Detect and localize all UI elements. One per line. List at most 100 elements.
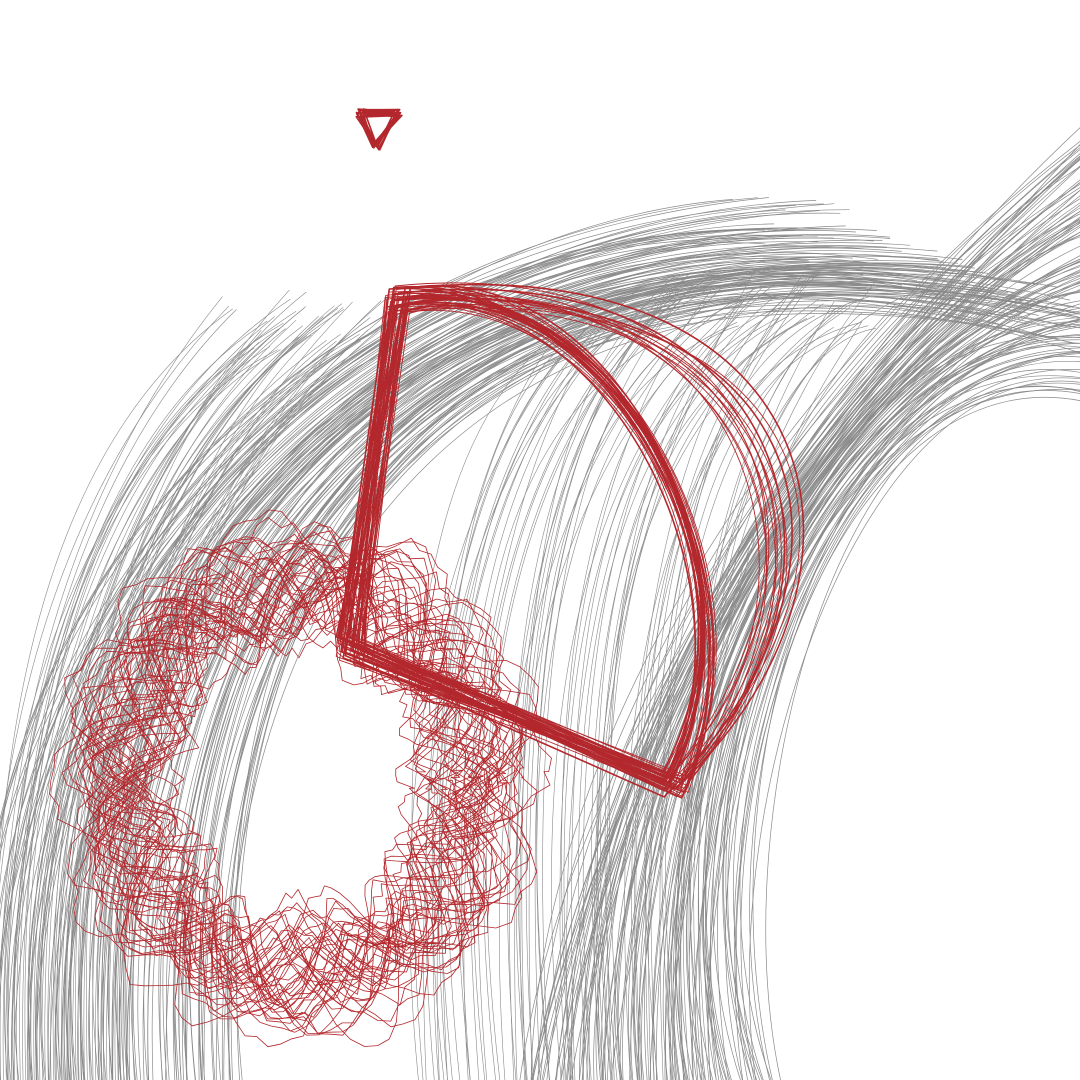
0.15 bbox=[604, 213, 1080, 1080]
0.12 bbox=[593, 288, 753, 1080]
0.12 bbox=[600, 315, 815, 1080]
0.55 bbox=[335, 298, 704, 791]
0.15 bbox=[617, 245, 1080, 1080]
0.16 bbox=[130, 280, 993, 1080]
0.22 bbox=[357, 304, 767, 784]
0.12 bbox=[0, 308, 233, 864]
0.16 bbox=[65, 259, 880, 1080]
0.12 bbox=[566, 307, 782, 1080]
0.28 bbox=[61, 533, 500, 1013]
0.16 bbox=[79, 283, 902, 1080]
0.12 bbox=[665, 326, 834, 1080]
0.12 bbox=[97, 301, 353, 1080]
0.15 bbox=[765, 385, 1080, 1080]
0.12 bbox=[596, 278, 807, 1080]
0.16 bbox=[35, 245, 864, 1080]
0.15 bbox=[686, 313, 1080, 1080]
0.12 bbox=[11, 328, 280, 1080]
0.12 bbox=[27, 306, 307, 1080]
0.12 bbox=[2, 309, 237, 1080]
0.15 bbox=[616, 231, 1080, 1080]
0.12 bbox=[534, 295, 757, 1080]
0.16 bbox=[60, 228, 877, 1080]
0.12 bbox=[24, 316, 275, 1080]
0.12 bbox=[122, 311, 391, 1080]
0.28 bbox=[94, 531, 512, 1024]
0.55 bbox=[363, 301, 711, 799]
0.12 bbox=[591, 317, 808, 1080]
0.28 bbox=[96, 591, 500, 989]
0.16 bbox=[198, 310, 1059, 1080]
0.16 bbox=[162, 261, 993, 1080]
0.28 bbox=[89, 550, 523, 1021]
0.12 bbox=[64, 291, 307, 1080]
0.22 bbox=[338, 283, 805, 783]
0.12 bbox=[85, 328, 320, 1080]
0.15 bbox=[707, 335, 1080, 1080]
0.16 bbox=[54, 237, 834, 1080]
0.16 bbox=[142, 269, 976, 1080]
0.12 bbox=[100, 305, 335, 1080]
0.16 bbox=[185, 286, 1047, 1080]
0.12 bbox=[682, 300, 835, 1080]
0.55 bbox=[351, 284, 702, 781]
0.15 bbox=[702, 321, 1080, 1080]
0.12 bbox=[606, 298, 820, 1080]
0.28 bbox=[79, 573, 501, 1019]
0.12 bbox=[75, 335, 308, 1080]
0.28 bbox=[83, 547, 497, 1001]
0.15 bbox=[722, 351, 1080, 1080]
0.15 bbox=[734, 361, 1080, 1080]
0.28 bbox=[87, 567, 522, 1034]
0.12 bbox=[704, 321, 863, 1080]
0.16 bbox=[236, 293, 1080, 1080]
0.16 bbox=[49, 256, 861, 1080]
0.28 bbox=[82, 537, 552, 1000]
ring-loop bbox=[49, 509, 552, 1048]
0.15 bbox=[735, 369, 1080, 1080]
0.12 bbox=[55, 336, 299, 1080]
0.28 bbox=[49, 525, 500, 1034]
0.16 bbox=[223, 305, 1080, 1080]
0.22 bbox=[349, 307, 782, 777]
0.12 bbox=[680, 307, 837, 1080]
0.12 bbox=[114, 329, 380, 1080]
0.22 bbox=[342, 288, 786, 790]
0.28 bbox=[95, 558, 508, 1010]
0.16 bbox=[203, 288, 1055, 1080]
0.12 bbox=[604, 295, 776, 1080]
0.12 bbox=[659, 325, 869, 1080]
0.16 bbox=[13, 210, 820, 1080]
0.22 bbox=[338, 286, 760, 784]
0.12 bbox=[559, 290, 711, 1080]
0.12 bbox=[80, 309, 345, 1080]
0.22 bbox=[339, 282, 777, 777]
0.16 bbox=[123, 262, 972, 1080]
0.12 bbox=[33, 328, 281, 1080]
0.16 bbox=[35, 235, 818, 1080]
0.15 bbox=[705, 339, 1080, 1080]
0.12 bbox=[578, 315, 790, 1080]
0.12 bbox=[111, 323, 391, 1080]
0.12 bbox=[521, 275, 676, 1080]
0.12 bbox=[455, 296, 690, 1080]
0.12 bbox=[0, 305, 230, 841]
leaf-loop bbox=[335, 282, 805, 799]
0.12 bbox=[582, 298, 747, 1080]
0.28 bbox=[77, 530, 532, 1022]
0.16 bbox=[0, 229, 762, 983]
0.12 bbox=[66, 319, 297, 1080]
0.15 bbox=[532, 144, 1080, 1080]
0.15 bbox=[656, 265, 1080, 1080]
0.16 bbox=[201, 273, 1070, 1080]
0.12 bbox=[88, 303, 343, 1080]
0.15 bbox=[601, 223, 1080, 1080]
0.7 bbox=[359, 108, 401, 148]
0.15 bbox=[712, 353, 1080, 1080]
0.16 bbox=[158, 279, 1009, 1080]
0.12 bbox=[77, 333, 360, 1080]
0.12 bbox=[635, 306, 844, 1080]
0.22 bbox=[352, 307, 801, 790]
0.12 bbox=[517, 298, 683, 1080]
